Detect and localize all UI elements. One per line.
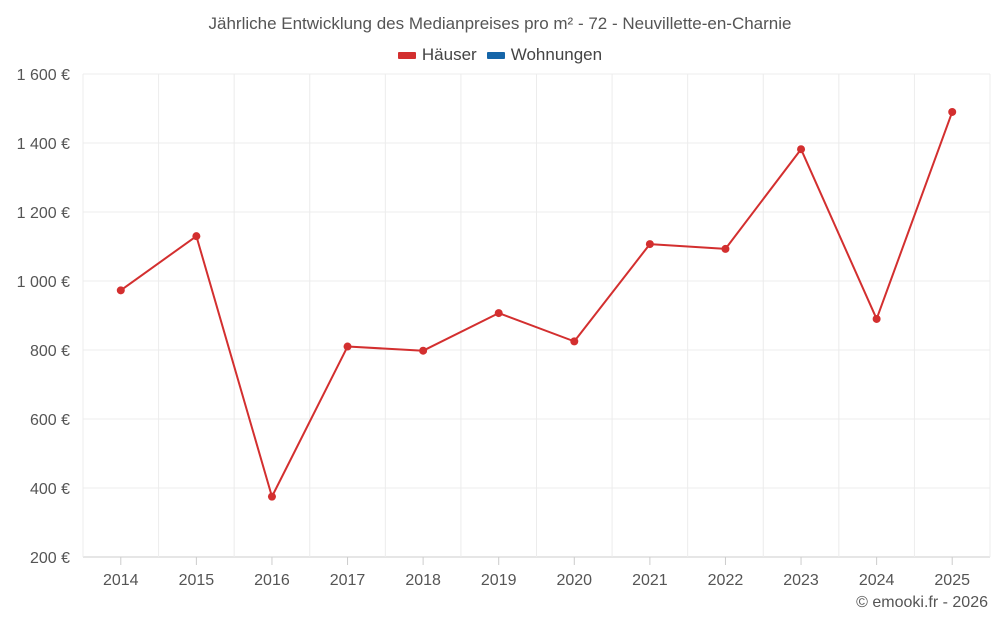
data-point	[343, 342, 352, 351]
data-point	[419, 346, 428, 355]
legend: Häuser Wohnungen	[0, 45, 1000, 65]
x-tick-label: 2025	[934, 572, 970, 589]
series-line-0	[120, 111, 954, 498]
y-tick-label: 400 €	[30, 481, 70, 498]
data-point	[645, 240, 654, 249]
legend-item-wohnungen[interactable]: Wohnungen	[486, 45, 603, 65]
x-tick-label: 2016	[254, 572, 290, 589]
data-point	[797, 145, 806, 154]
legend-swatch-wohnungen	[486, 51, 505, 59]
y-tick-label: 1 400 €	[17, 136, 70, 153]
x-tick-label: 2019	[481, 572, 517, 589]
chart-title: Jährliche Entwicklung des Medianpreises …	[208, 14, 792, 33]
y-tick-label: 1 200 €	[17, 205, 70, 222]
data-point	[116, 286, 125, 295]
x-tick-label: 2022	[708, 572, 744, 589]
y-tick-label: 800 €	[30, 343, 70, 360]
data-point	[721, 244, 730, 253]
data-point	[570, 337, 579, 346]
legend-swatch-haeuser	[397, 51, 416, 59]
x-tick-label: 2017	[330, 572, 366, 589]
x-tick-label: 2020	[556, 572, 592, 589]
data-point	[192, 232, 201, 241]
data-point	[494, 309, 503, 318]
x-tick-label: 2023	[783, 572, 819, 589]
credit-text: © emooki.fr - 2026	[856, 594, 988, 611]
legend-label-wohnungen: Wohnungen	[510, 45, 603, 64]
y-tick-label: 1 000 €	[17, 274, 70, 291]
x-tick-label: 2021	[632, 572, 668, 589]
x-tick-label: 2015	[179, 572, 215, 589]
x-tick-label: 2014	[103, 572, 139, 589]
x-tick-label: 2024	[859, 572, 895, 589]
data-point	[872, 314, 881, 323]
legend-label-haeuser: Häuser	[421, 45, 477, 64]
y-tick-label: 200 €	[30, 550, 70, 567]
x-tick-label: 2018	[405, 572, 441, 589]
legend-item-haeuser[interactable]: Häuser	[397, 45, 477, 65]
y-tick-label: 600 €	[30, 412, 70, 429]
data-point	[948, 107, 957, 116]
y-tick-label: 1 600 €	[17, 67, 70, 84]
data-point	[267, 492, 276, 501]
